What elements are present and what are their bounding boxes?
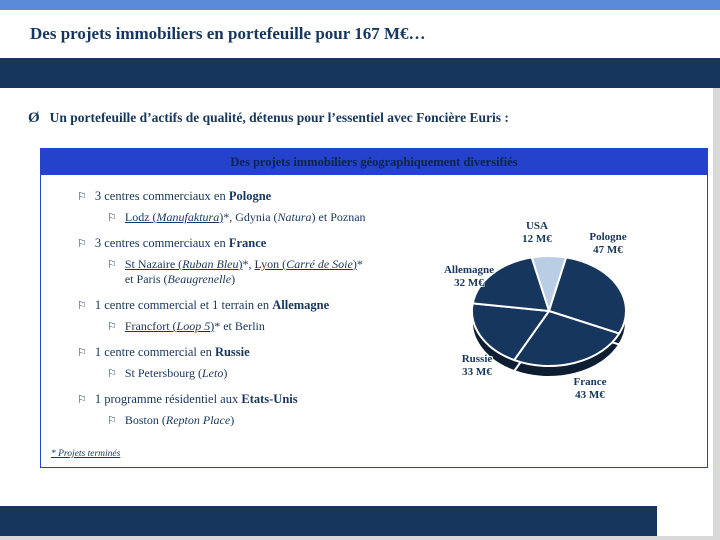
list-subitem-text: Francfort (Loop 5)* et Berlin xyxy=(124,319,265,333)
footer-bar xyxy=(0,506,657,536)
flag-icon: ⚐ xyxy=(77,393,87,406)
list-item-text: 1 centre commercial en Russie xyxy=(94,345,250,359)
top-accent-bar xyxy=(0,0,720,10)
list-subitem: ⚐ St Nazaire (Ruban Bleu)*, Lyon (Carré … xyxy=(107,257,437,287)
list-item-text: 3 centres commerciaux en France xyxy=(94,236,267,250)
pie-label-russie: Russie 33 M€ xyxy=(462,353,493,379)
list-subitem-text: Lodz (Manufaktura)*, Gdynia (Natura) et … xyxy=(124,210,366,224)
list-subitem-text: St Petersbourg (Leto) xyxy=(124,366,228,380)
flag-icon: ⚐ xyxy=(107,367,117,380)
list-item-text: 1 centre commercial et 1 terrain en Alle… xyxy=(94,298,330,312)
list-subitem: ⚐ Boston (Repton Place) xyxy=(107,413,437,428)
flag-icon: ⚐ xyxy=(107,320,117,333)
list-item-text: 1 programme résidentiel aux Etats-Unis xyxy=(94,392,298,406)
list-subitem: ⚐ Francfort (Loop 5)* et Berlin xyxy=(107,319,437,334)
list-subitem: ⚐ St Petersbourg (Leto) xyxy=(107,366,437,381)
flag-icon: ⚐ xyxy=(77,346,87,359)
intro-line: Ø Un portefeuille d’actifs de qualité, d… xyxy=(28,110,509,127)
list-item: ⚐ 3 centres commerciaux en Pologne xyxy=(77,189,437,204)
flag-icon: ⚐ xyxy=(77,237,87,250)
pie-label-value: 47 M€ xyxy=(593,244,623,256)
flag-icon: ⚐ xyxy=(107,258,117,271)
pie-chart-svg xyxy=(471,255,627,378)
footnote: * Projets terminés xyxy=(51,449,121,459)
pie-label-name: Russie xyxy=(461,352,493,365)
arrow-bullet-icon: Ø xyxy=(28,110,40,126)
pie-label-name: Pologne xyxy=(589,230,627,243)
pie-label-france: France 43 M€ xyxy=(574,376,607,402)
pie-label-allemagne: Allemagne 32 M€ xyxy=(444,264,494,290)
list-item: ⚐ 1 centre commercial et 1 terrain en Al… xyxy=(77,298,437,313)
list-subitem: ⚐ Lodz (Manufaktura)*, Gdynia (Natura) e… xyxy=(107,210,437,225)
flag-icon: ⚐ xyxy=(77,299,87,312)
pie-label-value: 32 M€ xyxy=(454,277,484,289)
right-edge-strip xyxy=(713,88,720,540)
pie-label-usa: USA 12 M€ xyxy=(522,220,552,246)
pie-label-value: 33 M€ xyxy=(462,366,492,378)
title-divider-band xyxy=(0,58,720,88)
pie-label-pologne: Pologne 47 M€ xyxy=(589,231,626,257)
list-item-text: 3 centres commerciaux en Pologne xyxy=(94,189,272,203)
flag-icon: ⚐ xyxy=(107,211,117,224)
box-title: Des projets immobiliers géographiquement… xyxy=(41,149,707,175)
pie-label-value: 12 M€ xyxy=(522,233,552,245)
pie-label-name: France xyxy=(573,375,607,388)
list-subitem-text: Boston (Repton Place) xyxy=(124,413,235,427)
pie-label-name: USA xyxy=(525,219,549,232)
pie-label-value: 43 M€ xyxy=(575,389,605,401)
project-list: ⚐ 3 centres commerciaux en Pologne ⚐ Lod… xyxy=(77,189,437,428)
list-item: ⚐ 3 centres commerciaux en France xyxy=(77,236,437,251)
bottom-edge-strip xyxy=(0,536,720,540)
flag-icon: ⚐ xyxy=(77,190,87,203)
page-title: Des projets immobiliers en portefeuille … xyxy=(30,24,426,43)
list-item: ⚐ 1 centre commercial en Russie xyxy=(77,345,437,360)
pie-label-name: Allemagne xyxy=(443,263,495,276)
list-subitem-text: St Nazaire (Ruban Bleu)*, Lyon (Carré de… xyxy=(124,257,363,286)
intro-text: Un portefeuille d’actifs de qualité, dét… xyxy=(49,110,509,125)
flag-icon: ⚐ xyxy=(107,414,117,427)
list-item: ⚐ 1 programme résidentiel aux Etats-Unis xyxy=(77,392,437,407)
pie-chart: USA 12 M€ Pologne 47 M€ France 43 M€ Rus… xyxy=(420,203,720,423)
